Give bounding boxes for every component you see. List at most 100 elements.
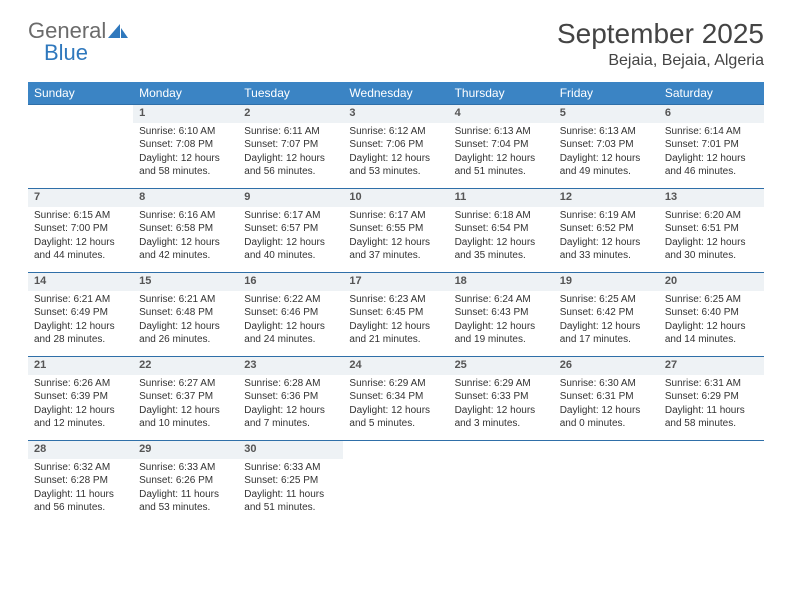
day-data-cell: Sunrise: 6:33 AMSunset: 6:25 PMDaylight:… xyxy=(238,459,343,525)
sunset-text: Sunset: 7:08 PM xyxy=(139,138,232,152)
sunset-text: Sunset: 6:57 PM xyxy=(244,222,337,236)
daylight-text: Daylight: 12 hours and 14 minutes. xyxy=(665,320,758,347)
day-data-cell xyxy=(343,459,448,525)
logo: General Blue xyxy=(28,18,128,66)
sunset-text: Sunset: 6:26 PM xyxy=(139,474,232,488)
sunset-text: Sunset: 6:48 PM xyxy=(139,306,232,320)
day-number-cell: 14 xyxy=(28,273,133,291)
day-number-cell: 26 xyxy=(554,357,659,375)
day-number-cell: 27 xyxy=(659,357,764,375)
day-number-cell: 11 xyxy=(449,189,554,207)
sunset-text: Sunset: 6:42 PM xyxy=(560,306,653,320)
daylight-text: Daylight: 11 hours and 53 minutes. xyxy=(139,488,232,515)
daylight-text: Daylight: 11 hours and 51 minutes. xyxy=(244,488,337,515)
day-number-cell: 9 xyxy=(238,189,343,207)
weekday-header: Monday xyxy=(133,82,238,105)
day-data-cell: Sunrise: 6:13 AMSunset: 7:03 PMDaylight:… xyxy=(554,123,659,189)
day-number-cell: 21 xyxy=(28,357,133,375)
sunset-text: Sunset: 6:49 PM xyxy=(34,306,127,320)
day-data-cell: Sunrise: 6:22 AMSunset: 6:46 PMDaylight:… xyxy=(238,291,343,357)
day-data-cell: Sunrise: 6:21 AMSunset: 6:48 PMDaylight:… xyxy=(133,291,238,357)
sunrise-text: Sunrise: 6:19 AM xyxy=(560,209,653,223)
daylight-text: Daylight: 12 hours and 5 minutes. xyxy=(349,404,442,431)
day-number-cell: 20 xyxy=(659,273,764,291)
day-data-cell: Sunrise: 6:27 AMSunset: 6:37 PMDaylight:… xyxy=(133,375,238,441)
daylight-text: Daylight: 12 hours and 10 minutes. xyxy=(139,404,232,431)
title-block: September 2025 Bejaia, Bejaia, Algeria xyxy=(557,18,764,70)
day-number-cell: 15 xyxy=(133,273,238,291)
day-data-cell: Sunrise: 6:16 AMSunset: 6:58 PMDaylight:… xyxy=(133,207,238,273)
daylight-text: Daylight: 12 hours and 53 minutes. xyxy=(349,152,442,179)
sunrise-text: Sunrise: 6:16 AM xyxy=(139,209,232,223)
day-number-cell: 7 xyxy=(28,189,133,207)
page-header: General Blue September 2025 Bejaia, Beja… xyxy=(28,18,764,70)
day-number-cell: 28 xyxy=(28,441,133,459)
day-data-cell: Sunrise: 6:17 AMSunset: 6:57 PMDaylight:… xyxy=(238,207,343,273)
weekday-header: Wednesday xyxy=(343,82,448,105)
sunset-text: Sunset: 6:36 PM xyxy=(244,390,337,404)
day-number-cell: 24 xyxy=(343,357,448,375)
sunrise-text: Sunrise: 6:21 AM xyxy=(139,293,232,307)
day-data-cell: Sunrise: 6:12 AMSunset: 7:06 PMDaylight:… xyxy=(343,123,448,189)
day-data-cell: Sunrise: 6:18 AMSunset: 6:54 PMDaylight:… xyxy=(449,207,554,273)
sunset-text: Sunset: 6:54 PM xyxy=(455,222,548,236)
sunset-text: Sunset: 6:28 PM xyxy=(34,474,127,488)
sunset-text: Sunset: 6:37 PM xyxy=(139,390,232,404)
day-number-cell: 3 xyxy=(343,105,448,123)
sunrise-text: Sunrise: 6:14 AM xyxy=(665,125,758,139)
daylight-text: Daylight: 12 hours and 0 minutes. xyxy=(560,404,653,431)
sunset-text: Sunset: 7:01 PM xyxy=(665,138,758,152)
day-number-cell xyxy=(554,441,659,459)
day-number-cell: 13 xyxy=(659,189,764,207)
day-number-cell: 16 xyxy=(238,273,343,291)
daylight-text: Daylight: 12 hours and 46 minutes. xyxy=(665,152,758,179)
day-data-cell xyxy=(449,459,554,525)
sunrise-text: Sunrise: 6:21 AM xyxy=(34,293,127,307)
day-data-cell: Sunrise: 6:33 AMSunset: 6:26 PMDaylight:… xyxy=(133,459,238,525)
day-number-cell: 18 xyxy=(449,273,554,291)
sunset-text: Sunset: 6:58 PM xyxy=(139,222,232,236)
month-title: September 2025 xyxy=(557,18,764,50)
daylight-text: Daylight: 12 hours and 42 minutes. xyxy=(139,236,232,263)
day-data-row: Sunrise: 6:21 AMSunset: 6:49 PMDaylight:… xyxy=(28,291,764,357)
day-data-cell: Sunrise: 6:29 AMSunset: 6:34 PMDaylight:… xyxy=(343,375,448,441)
sunrise-text: Sunrise: 6:25 AM xyxy=(560,293,653,307)
sunset-text: Sunset: 6:55 PM xyxy=(349,222,442,236)
day-number-cell xyxy=(659,441,764,459)
day-data-cell: Sunrise: 6:21 AMSunset: 6:49 PMDaylight:… xyxy=(28,291,133,357)
day-number-cell: 12 xyxy=(554,189,659,207)
daylight-text: Daylight: 11 hours and 58 minutes. xyxy=(665,404,758,431)
day-number-row: 282930 xyxy=(28,441,764,459)
daylight-text: Daylight: 12 hours and 35 minutes. xyxy=(455,236,548,263)
daylight-text: Daylight: 12 hours and 40 minutes. xyxy=(244,236,337,263)
sunset-text: Sunset: 6:29 PM xyxy=(665,390,758,404)
day-data-cell: Sunrise: 6:25 AMSunset: 6:42 PMDaylight:… xyxy=(554,291,659,357)
sunrise-text: Sunrise: 6:32 AM xyxy=(34,461,127,475)
weekday-header: Sunday xyxy=(28,82,133,105)
day-data-cell xyxy=(554,459,659,525)
weekday-header: Tuesday xyxy=(238,82,343,105)
sunrise-text: Sunrise: 6:11 AM xyxy=(244,125,337,139)
sunrise-text: Sunrise: 6:13 AM xyxy=(455,125,548,139)
calendar-table: SundayMondayTuesdayWednesdayThursdayFrid… xyxy=(28,82,764,525)
sunrise-text: Sunrise: 6:30 AM xyxy=(560,377,653,391)
day-number-cell: 19 xyxy=(554,273,659,291)
sunrise-text: Sunrise: 6:17 AM xyxy=(349,209,442,223)
sunset-text: Sunset: 7:00 PM xyxy=(34,222,127,236)
sunset-text: Sunset: 6:46 PM xyxy=(244,306,337,320)
day-number-cell xyxy=(449,441,554,459)
day-data-cell: Sunrise: 6:11 AMSunset: 7:07 PMDaylight:… xyxy=(238,123,343,189)
day-number-cell: 30 xyxy=(238,441,343,459)
day-data-cell: Sunrise: 6:30 AMSunset: 6:31 PMDaylight:… xyxy=(554,375,659,441)
day-data-cell: Sunrise: 6:20 AMSunset: 6:51 PMDaylight:… xyxy=(659,207,764,273)
day-data-cell: Sunrise: 6:10 AMSunset: 7:08 PMDaylight:… xyxy=(133,123,238,189)
sunset-text: Sunset: 6:33 PM xyxy=(455,390,548,404)
day-number-row: 14151617181920 xyxy=(28,273,764,291)
sunset-text: Sunset: 7:03 PM xyxy=(560,138,653,152)
sunset-text: Sunset: 6:31 PM xyxy=(560,390,653,404)
sunrise-text: Sunrise: 6:26 AM xyxy=(34,377,127,391)
sunrise-text: Sunrise: 6:13 AM xyxy=(560,125,653,139)
daylight-text: Daylight: 12 hours and 49 minutes. xyxy=(560,152,653,179)
daylight-text: Daylight: 12 hours and 37 minutes. xyxy=(349,236,442,263)
sunset-text: Sunset: 7:07 PM xyxy=(244,138,337,152)
